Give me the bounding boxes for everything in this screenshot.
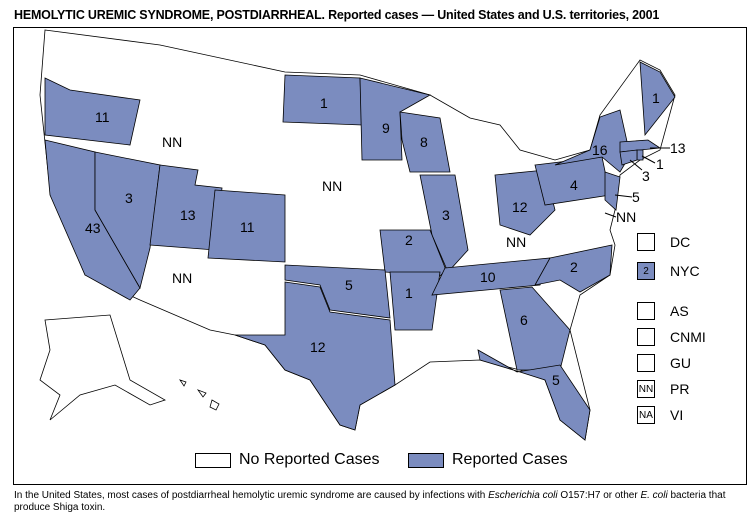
state-co (207, 189, 286, 263)
state-ma (619, 139, 662, 153)
state-tn (431, 257, 551, 296)
territory-cnmi: CNMI (637, 328, 706, 346)
callout-line (604, 212, 617, 218)
state-value-oh: 12 (512, 199, 528, 215)
state-value-mn: 9 (382, 120, 390, 136)
state-fl (477, 349, 591, 441)
hawaii (179, 379, 220, 411)
territory-dc: DC (637, 233, 690, 251)
state-value-ca: 43 (85, 220, 101, 236)
legend-swatch-white (195, 452, 231, 468)
state-ar (389, 271, 441, 331)
state-value-ny: 16 (592, 142, 608, 158)
state-value-me: 1 (652, 90, 660, 106)
state-or (44, 77, 141, 146)
state-il (419, 174, 469, 273)
alaska (39, 314, 166, 421)
state-value-ut: 13 (180, 207, 196, 223)
state-value-nd: 1 (320, 95, 328, 111)
state-ok (284, 264, 391, 319)
territory-box: NA (637, 406, 655, 424)
state-value-nj: 5 (632, 189, 640, 205)
territory-box (637, 328, 655, 346)
state-value-ma: 13 (670, 140, 686, 156)
state-nj (604, 171, 621, 211)
map-frame (13, 27, 747, 485)
territory-pr: NN PR (637, 380, 690, 398)
territory-gu: GU (637, 354, 691, 372)
state-value-il: 3 (442, 207, 450, 223)
state-ga (499, 286, 571, 371)
state-wi (399, 111, 451, 173)
state-value-nc: 2 (570, 259, 578, 275)
state-ny (554, 109, 631, 173)
territory-box: 2 (637, 262, 655, 280)
state-ut (149, 164, 223, 251)
state-value-ct: 3 (642, 168, 650, 184)
state-value-ri: 1 (656, 156, 664, 172)
state-tx (234, 281, 396, 431)
state-value-co: 11 (240, 219, 255, 235)
state-ri (636, 149, 644, 161)
state-value-wi: 8 (420, 134, 428, 150)
state-value-id: NN (162, 134, 182, 150)
territory-box (637, 302, 655, 320)
state-value-tn: 10 (480, 269, 496, 285)
state-value-ne: NN (322, 178, 342, 194)
legend-no-cases: No Reported Cases (195, 451, 380, 469)
map-title: HEMOLYTIC UREMIC SYNDROME, POSTDIARRHEAL… (14, 8, 660, 22)
state-value-mo: 2 (405, 232, 413, 248)
territory-vi: NA VI (637, 406, 683, 424)
legend-reported: Reported Cases (408, 451, 568, 469)
state-value-fl: 5 (552, 372, 560, 388)
territory-nyc: 2 NYC (637, 262, 700, 280)
state-me (639, 61, 676, 137)
callout-line (614, 194, 633, 198)
territory-box: NN (637, 380, 655, 398)
state-value-ok: 5 (345, 277, 353, 293)
callout-line (641, 155, 656, 164)
state-mn (359, 77, 432, 161)
state-nc (534, 244, 613, 293)
state-ct (619, 149, 638, 166)
state-value-nv: 3 (125, 190, 133, 206)
state-nv (94, 151, 161, 290)
territory-box (637, 233, 655, 251)
footnote: In the United States, most cases of post… (14, 490, 726, 513)
state-value-az: NN (172, 270, 192, 286)
state-value-or: 11 (95, 109, 110, 125)
state-value-ky: NN (506, 234, 526, 250)
callout-line (629, 159, 643, 171)
state-value-pa: 4 (570, 177, 578, 193)
state-value-md: NN (616, 209, 636, 225)
state-value-tx: 12 (310, 339, 326, 355)
territory-as: AS (637, 302, 689, 320)
legend-swatch-blue (408, 452, 444, 468)
territory-box (637, 354, 655, 372)
state-value-ga: 6 (520, 312, 528, 328)
state-value-ar: 1 (405, 285, 413, 301)
